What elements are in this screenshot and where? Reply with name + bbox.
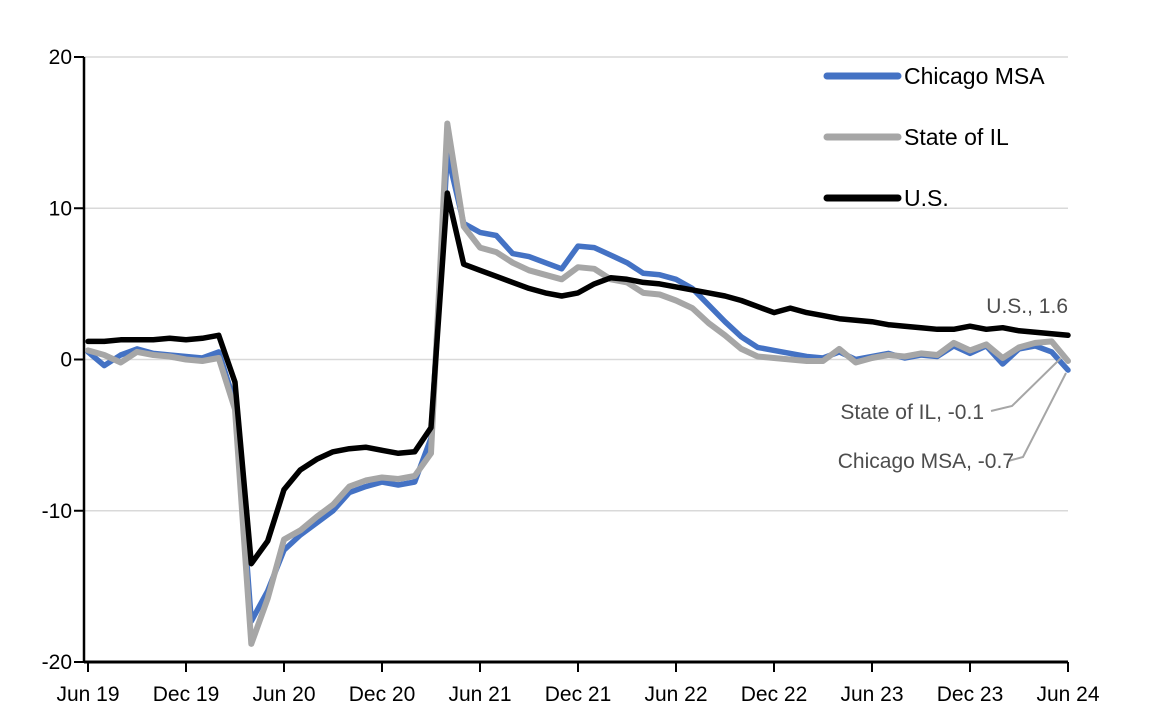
x-axis-label: Dec 20	[349, 683, 416, 706]
series-line-u-s-	[85, 190, 1071, 567]
x-axis-label: Dec 19	[153, 683, 220, 706]
annotation-chicago-msa: Chicago MSA, -0.7	[838, 450, 1014, 473]
series-line-state-of-il	[85, 120, 1071, 647]
x-axis-label: Dec 22	[741, 683, 808, 706]
y-axis-label: 0	[60, 349, 72, 372]
x-axis-label: Jun 19	[56, 683, 119, 706]
annotation-u-s-: U.S., 1.6	[986, 295, 1068, 318]
annotation-state-of-il: State of IL, -0.1	[840, 401, 984, 424]
legend-label: State of IL	[904, 124, 1009, 150]
x-axis-label: Jun 24	[1036, 683, 1099, 706]
x-axis-label: Dec 21	[545, 683, 612, 706]
x-axis-label: Jun 23	[840, 683, 903, 706]
x-axis-label: Jun 20	[252, 683, 315, 706]
x-axis-label: Dec 23	[937, 683, 1004, 706]
legend-label: U.S.	[904, 185, 949, 211]
y-axis-label: 20	[49, 46, 72, 69]
y-axis-label: -10	[42, 500, 72, 523]
annotation-leader-line	[990, 357, 1062, 412]
y-axis-label: -20	[42, 651, 72, 674]
y-axis-label: 10	[49, 197, 72, 220]
annotation-leader-line	[1007, 372, 1067, 462]
legend-label: Chicago MSA	[904, 63, 1045, 89]
x-axis-label: Jun 22	[644, 683, 707, 706]
x-axis-label: Jun 21	[448, 683, 511, 706]
